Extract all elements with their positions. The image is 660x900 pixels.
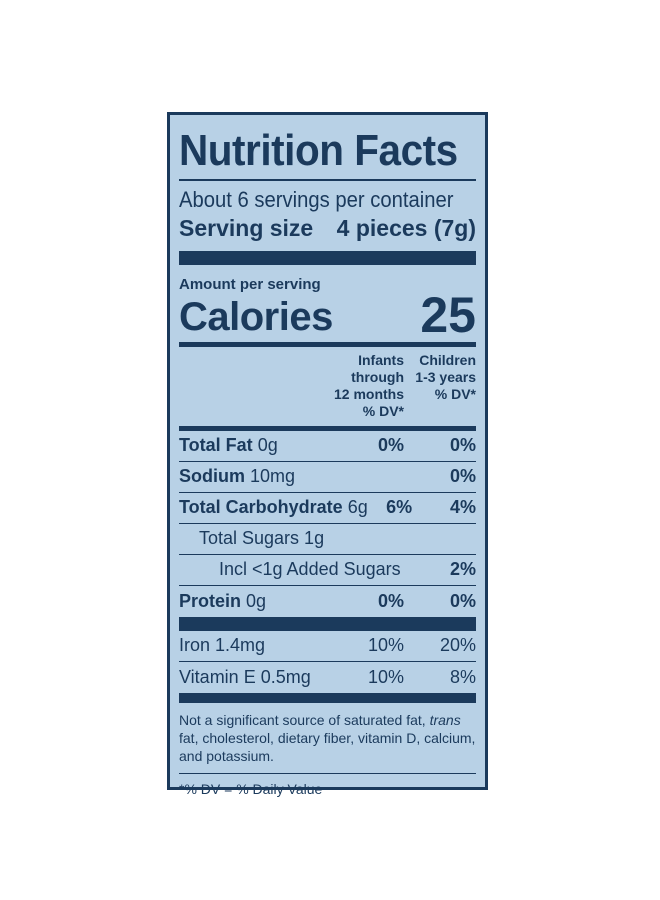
calories-label: Calories xyxy=(179,294,333,339)
nutrient-row-sodium: Sodium 10mg 0% xyxy=(179,462,476,493)
servings-per-container: About 6 servings per container xyxy=(179,186,454,212)
medium-divider xyxy=(179,341,476,347)
infants-dv: 0% xyxy=(377,590,404,611)
footnote-text: Not a significant source of saturated fa… xyxy=(179,711,476,764)
infants-dv: 0% xyxy=(377,435,404,455)
medium-divider xyxy=(179,425,476,431)
amount-per-serving: Amount per serving xyxy=(179,275,321,293)
thick-divider xyxy=(179,616,476,631)
serving-size-label: Serving size xyxy=(179,214,314,241)
children-dv: 0% xyxy=(449,435,476,455)
children-dv: 4% xyxy=(449,497,476,517)
nutrition-facts-label: Nutrition Facts About 6 servings per con… xyxy=(167,112,488,797)
children-dv-header: Children 1-3 years % DV* xyxy=(415,351,476,402)
thick-divider xyxy=(179,692,476,703)
nutrient-row-added-sugars: Incl <1g Added Sugars 2% xyxy=(179,555,476,586)
infants-dv-header: Infants through 12 months % DV* xyxy=(333,351,404,419)
dv-column-headers: Infants through 12 months % DV* Children… xyxy=(179,347,476,426)
children-dv: 8% xyxy=(449,666,476,687)
nutrient-row-total-carbohydrate: Total Carbohydrate 6g 6% 4% xyxy=(179,493,476,524)
children-dv: 2% xyxy=(449,559,476,579)
children-dv: 0% xyxy=(449,590,476,611)
nutrient-row-protein: Protein 0g 0% 0% xyxy=(179,590,476,611)
infants-dv: 10% xyxy=(367,635,404,655)
nutrient-row-total-sugars: Total Sugars 1g xyxy=(179,524,476,555)
calories-row: Calories 25 xyxy=(179,286,476,343)
vitamin-row-vitamin-e: Vitamin E 0.5mg 10% 8% xyxy=(179,666,476,687)
divider xyxy=(179,179,476,181)
vitamin-row-iron: Iron 1.4mg 10% 20% xyxy=(179,631,476,662)
divider xyxy=(179,772,476,774)
daily-value-note: *% DV = % Daily Value xyxy=(179,781,323,797)
serving-size-value: 4 pieces (7g) xyxy=(336,214,476,241)
nutrient-row-total-fat: Total Fat 0g 0% 0% xyxy=(179,431,476,462)
thick-divider xyxy=(179,250,476,265)
serving-size-row: Serving size 4 pieces (7g) xyxy=(179,214,476,241)
children-dv: 0% xyxy=(449,466,476,486)
children-dv: 20% xyxy=(439,635,476,655)
infants-dv: 10% xyxy=(367,666,404,687)
label-title: Nutrition Facts xyxy=(179,126,458,175)
infants-dv: 6% xyxy=(386,497,413,517)
calories-value: 25 xyxy=(420,286,476,343)
